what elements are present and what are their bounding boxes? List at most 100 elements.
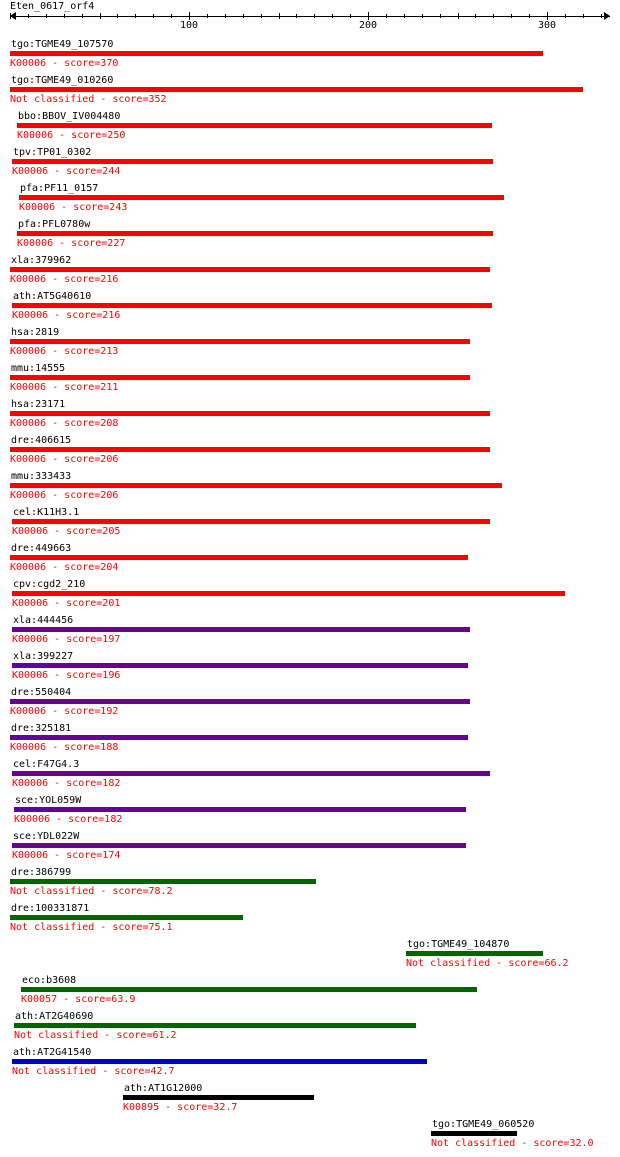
alignment-bar[interactable] (14, 807, 466, 812)
alignment-bar[interactable] (10, 447, 490, 452)
alignment-bar[interactable] (10, 699, 470, 704)
hit-name[interactable]: ath:AT1G12000 (124, 1083, 203, 1094)
hit-score: K00006 - score=227 (17, 238, 126, 249)
hit-name[interactable]: dre:406615 (11, 435, 72, 446)
hit-score: Not classified - score=66.2 (406, 958, 569, 969)
hit-name[interactable]: ath:AT5G40610 (13, 291, 92, 302)
hit-score: K00006 - score=250 (17, 130, 126, 141)
axis-tick (46, 14, 47, 18)
hit-name[interactable]: bbo:BBOV_IV004480 (18, 111, 121, 122)
axis-tick (10, 13, 11, 19)
hit-name[interactable]: tgo:TGME49_104870 (407, 939, 510, 950)
hit-name[interactable]: mmu:14555 (11, 363, 66, 374)
hit-score: K00006 - score=205 (12, 526, 121, 537)
hit-name[interactable]: xla:444456 (13, 615, 74, 626)
alignment-bar[interactable] (12, 519, 490, 524)
hit-name[interactable]: xla:399227 (13, 651, 74, 662)
hit-score: K00006 - score=244 (12, 166, 121, 177)
hit-score: Not classified - score=42.7 (12, 1066, 175, 1077)
alignment-bar[interactable] (12, 771, 490, 776)
hit-score: K00006 - score=216 (12, 310, 121, 321)
hit-name[interactable]: pfa:PF11_0157 (20, 183, 99, 194)
hit-name[interactable]: cel:F47G4.3 (13, 759, 80, 770)
hit-name[interactable]: pfa:PFL0780w (18, 219, 91, 230)
hit-name[interactable]: tgo:TGME49_107570 (11, 39, 114, 50)
axis-tick-label: 200 (359, 20, 378, 31)
alignment-bar[interactable] (10, 87, 583, 92)
scale-axis (10, 16, 610, 17)
hit-name[interactable]: cel:K11H3.1 (13, 507, 80, 518)
alignment-bar[interactable] (14, 1023, 416, 1028)
hit-score: K00006 - score=182 (14, 814, 123, 825)
hit-name[interactable]: hsa:23171 (11, 399, 66, 410)
alignment-bar[interactable] (17, 231, 493, 236)
axis-tick (386, 14, 387, 18)
hit-name[interactable]: dre:100331871 (11, 903, 90, 914)
hit-score: K00006 - score=192 (10, 706, 119, 717)
alignment-bar[interactable] (12, 627, 470, 632)
alignment-bar[interactable] (406, 951, 543, 956)
hit-name[interactable]: tgo:TGME49_060520 (432, 1119, 535, 1130)
hit-score: K00006 - score=188 (10, 742, 119, 753)
hit-name[interactable]: tpv:TP01_0302 (13, 147, 92, 158)
axis-tick (225, 14, 226, 18)
alignment-bar[interactable] (10, 735, 468, 740)
alignment-bar[interactable] (12, 591, 565, 596)
hit-score: K00006 - score=206 (10, 454, 119, 465)
hit-name[interactable]: tgo:TGME49_010260 (11, 75, 114, 86)
query-title: Eten_0617_orf4 (10, 1, 95, 12)
axis-arrow-right (604, 12, 610, 20)
alignment-bar[interactable] (12, 843, 466, 848)
hit-name[interactable]: dre:325181 (11, 723, 72, 734)
axis-tick (458, 13, 459, 19)
alignment-bar[interactable] (21, 987, 477, 992)
hit-name[interactable]: sce:YDL022W (13, 831, 80, 842)
alignment-bar[interactable] (10, 915, 243, 920)
hit-name[interactable]: eco:b3608 (22, 975, 77, 986)
alignment-bar[interactable] (12, 303, 492, 308)
axis-tick (547, 12, 548, 20)
alignment-bar[interactable] (10, 375, 470, 380)
hit-name[interactable]: ath:AT2G41540 (13, 1047, 92, 1058)
hit-name[interactable]: sce:YOL059W (15, 795, 82, 806)
alignment-bar[interactable] (431, 1131, 517, 1136)
hit-score: K00006 - score=201 (12, 598, 121, 609)
alignment-bar[interactable] (10, 339, 470, 344)
hit-name[interactable]: mmu:333433 (11, 471, 72, 482)
axis-tick (404, 14, 405, 18)
alignment-bar[interactable] (123, 1095, 314, 1100)
hit-name[interactable]: dre:550404 (11, 687, 72, 698)
alignment-bar[interactable] (10, 51, 543, 56)
hit-name[interactable]: ath:AT2G40690 (15, 1011, 94, 1022)
alignment-bar[interactable] (19, 195, 504, 200)
alignment-bar[interactable] (12, 663, 468, 668)
axis-tick (243, 14, 244, 18)
axis-tick (511, 14, 512, 18)
alignment-bar[interactable] (10, 555, 468, 560)
hit-name[interactable]: dre:449663 (11, 543, 72, 554)
axis-tick (100, 13, 101, 19)
alignment-bar[interactable] (17, 123, 492, 128)
axis-tick (493, 14, 494, 18)
axis-tick (565, 14, 566, 18)
axis-tick (475, 14, 476, 18)
alignment-bar[interactable] (12, 159, 493, 164)
axis-tick (440, 14, 441, 18)
axis-tick (28, 14, 29, 18)
hit-score: K00895 - score=32.7 (123, 1102, 238, 1113)
alignment-bar[interactable] (10, 411, 490, 416)
alignment-bar[interactable] (10, 267, 490, 272)
axis-tick (529, 14, 530, 18)
hit-name[interactable]: hsa:2819 (11, 327, 60, 338)
alignment-bar[interactable] (10, 483, 502, 488)
alignment-bar[interactable] (12, 1059, 427, 1064)
axis-tick (314, 14, 315, 18)
alignment-bar[interactable] (10, 879, 316, 884)
hit-name[interactable]: cpv:cgd2_210 (13, 579, 86, 590)
axis-tick (153, 14, 154, 18)
axis-tick (279, 13, 280, 19)
hit-score: Not classified - score=75.1 (10, 922, 173, 933)
hit-name[interactable]: dre:386799 (11, 867, 72, 878)
hit-name[interactable]: xla:379962 (11, 255, 72, 266)
